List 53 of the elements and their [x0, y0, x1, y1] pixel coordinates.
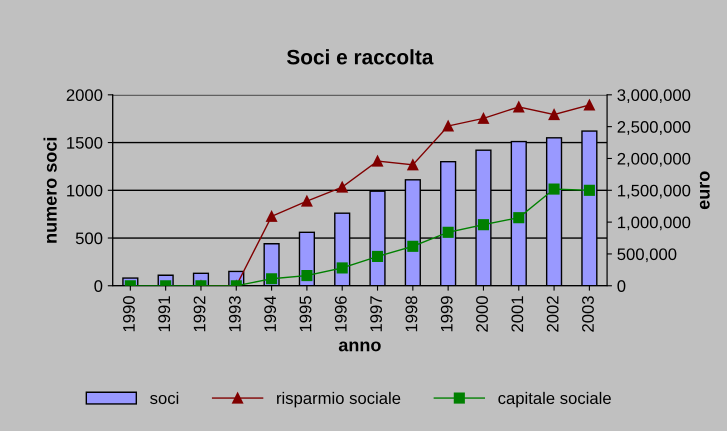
- point: [407, 240, 418, 252]
- point: [584, 99, 595, 111]
- x-tick-label: 1994: [264, 296, 276, 332]
- point: [584, 184, 595, 196]
- point: [336, 262, 348, 274]
- y2-tick-label: 3,000,000: [617, 89, 690, 103]
- point: [301, 270, 312, 282]
- y2-tick-label: 2,500,000: [618, 121, 690, 135]
- x-tick-label: 2003: [582, 296, 594, 332]
- point: [336, 182, 348, 193]
- point: [513, 212, 524, 224]
- point: [478, 219, 490, 230]
- legend-label: soci: [150, 392, 178, 404]
- point: [266, 210, 278, 222]
- point: [442, 120, 454, 132]
- y2-tick-label: 500,000: [617, 248, 676, 262]
- y-tick-label: 2000: [66, 89, 102, 102]
- y-tick-label: 500: [76, 232, 102, 244]
- y2-tick-label: 1,000,000: [618, 216, 690, 230]
- x-tick-label: 1990: [123, 296, 135, 332]
- legend-label: risparmio sociale: [277, 392, 400, 408]
- x-tick-label: 2000: [476, 296, 488, 332]
- chart-title: Soci e raccolta: [286, 49, 434, 64]
- x-tick-label: 2001: [511, 296, 524, 332]
- x-tick-label: 1993: [228, 296, 241, 332]
- point: [548, 183, 560, 195]
- x-tick-label: 1997: [370, 296, 382, 332]
- y-tick-label: 1500: [67, 136, 102, 149]
- point: [407, 159, 418, 170]
- y2-tick-label: 0: [617, 280, 626, 292]
- x-tick-label: 1996: [334, 296, 347, 332]
- x-tick-label: 1992: [194, 296, 206, 332]
- point: [513, 101, 524, 112]
- point: [478, 112, 490, 124]
- x-tick-label: 1991: [158, 296, 170, 332]
- legend-label: capitale sociale: [498, 392, 611, 408]
- y-tick-label: 0: [94, 280, 102, 292]
- y2-tick-label: 1,500,000: [618, 184, 690, 198]
- x-tick-label: 2002: [546, 296, 559, 332]
- y2-tick-label: 2,000,000: [618, 152, 690, 167]
- x-axis-title: anno: [338, 341, 381, 352]
- y2-axis-title: euro: [700, 171, 710, 210]
- point: [301, 196, 312, 207]
- x-tick-label: 1995: [300, 296, 312, 332]
- y-axis-title: numero soci: [44, 138, 57, 243]
- y-tick-label: 1000: [67, 184, 102, 196]
- point: [372, 250, 384, 262]
- point: [442, 226, 454, 238]
- point: [372, 155, 384, 167]
- point: [266, 273, 278, 284]
- x-tick-label: 1999: [440, 296, 453, 332]
- x-tick-label: 1998: [406, 296, 418, 332]
- point: [548, 108, 560, 120]
